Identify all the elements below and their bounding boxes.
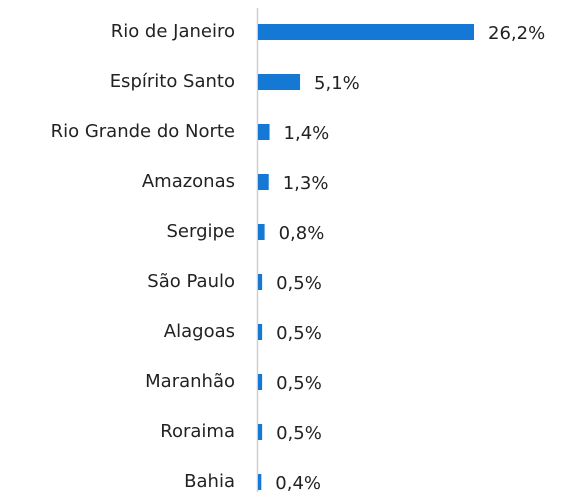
category-label: Maranhão [145,371,235,392]
value-label: 0,5% [276,423,322,444]
bar [258,324,263,340]
category-label: São Paulo [147,271,235,292]
category-label: Bahia [184,471,235,492]
bar [258,124,270,140]
value-label: 1,4% [284,123,330,144]
bar [258,224,265,240]
value-label: 0,5% [276,323,322,344]
category-label: Rio de Janeiro [111,21,235,42]
bar [258,424,263,440]
category-label: Sergipe [166,221,235,242]
bar [258,174,269,190]
category-label: Espírito Santo [110,71,235,92]
value-label: 0,4% [275,473,321,492]
value-label: 5,1% [314,73,360,94]
category-label: Amazonas [142,171,235,192]
value-label: 26,2% [488,23,545,44]
bar [258,74,301,90]
bar [258,474,262,490]
category-label: Roraima [160,421,235,442]
category-label: Alagoas [164,321,235,342]
bar [258,374,263,390]
value-label: 1,3% [283,173,329,194]
value-label: 0,8% [279,223,325,244]
value-label: 0,5% [276,373,322,394]
category-label: Rio Grande do Norte [51,121,235,142]
bar [258,24,474,40]
bar [258,274,263,290]
value-label: 0,5% [276,273,322,294]
